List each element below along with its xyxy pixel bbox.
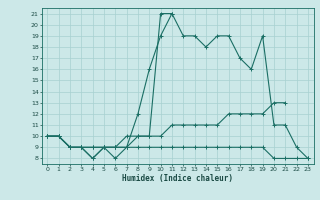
X-axis label: Humidex (Indice chaleur): Humidex (Indice chaleur) <box>122 174 233 183</box>
